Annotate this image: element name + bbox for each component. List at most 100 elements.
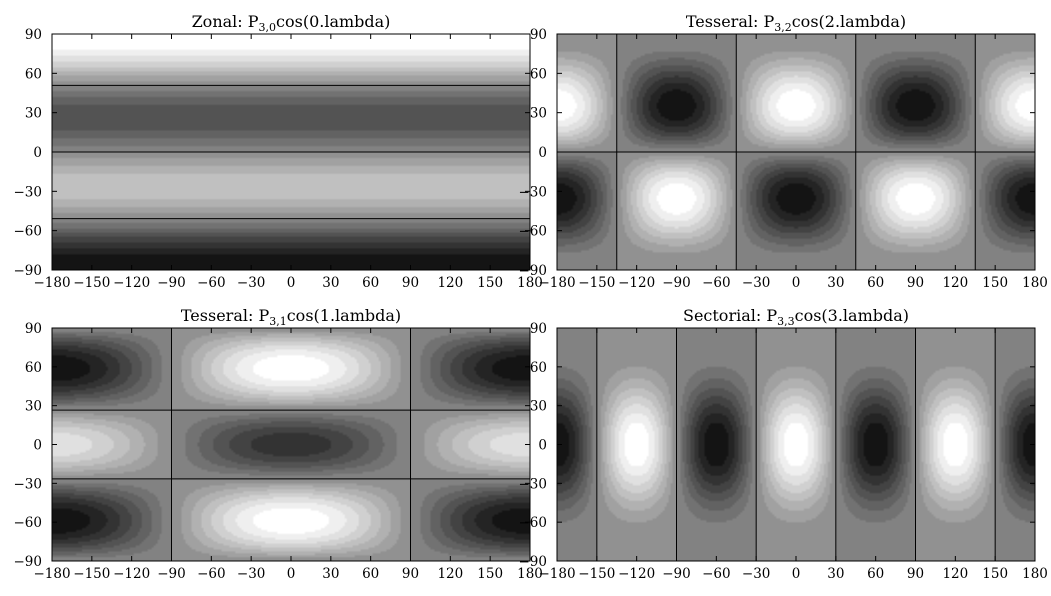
x-tick-label: 60	[867, 275, 884, 291]
x-tick-label: 90	[907, 275, 924, 291]
panel-1: −180 −150 −120 −90 −60 −30 0 30 60 90 120 150 180 90 6…	[14, 12, 543, 291]
x-tick-label: −120	[618, 275, 655, 291]
x-tick-label: 60	[867, 566, 884, 582]
x-tick-label: −180	[538, 275, 575, 291]
y-tick-label: 60	[530, 66, 547, 82]
nodal-lines-1	[52, 84, 530, 220]
x-tick-label: 150	[982, 566, 1008, 582]
x-tick-label: 60	[362, 566, 379, 582]
title-subscript: 3,2	[774, 21, 792, 34]
title-subscript: 3,1	[269, 315, 287, 328]
title-suffix: cos(3.lambda)	[795, 306, 909, 325]
y-tick-label: 90	[25, 27, 42, 43]
x-tick-label: −90	[662, 566, 691, 582]
x-tick-label: 120	[437, 275, 463, 291]
panel-title: Sectorial: P3,3cos(3.lambda)	[683, 306, 909, 328]
y-tick-label: −60	[14, 515, 43, 531]
axes-1: −180 −150 −120 −90 −60 −30 0 30 60 90 120 150 180 90 6…	[14, 27, 543, 291]
panel-4: −180 −150 −120 −90 −60 −30 0 30 60 90 120 150 180 90 6…	[519, 306, 1048, 582]
axes-4: −180 −150 −120 −90 −60 −30 0 30 60 90 120 150 180 90 6…	[519, 321, 1048, 582]
y-tick-label: −30	[519, 184, 548, 200]
x-tick-label: −30	[237, 275, 266, 291]
x-tick-label: −60	[702, 566, 731, 582]
x-tick-label: 90	[402, 275, 419, 291]
panel-3: −180 −150 −120 −90 −60 −30 0 30 60 90 120 150 180 90 6…	[14, 306, 543, 582]
panel-2: −180 −150 −120 −90 −60 −30 0 30 60 90 120 150 180 90 6…	[519, 12, 1048, 291]
y-tick-label: 0	[538, 438, 547, 454]
x-tick-label: 180	[517, 566, 543, 582]
y-tick-label: −30	[14, 184, 43, 200]
y-tick-label: −90	[519, 554, 548, 570]
title-subscript: 3,0	[259, 21, 277, 34]
heatmap-field-3	[52, 328, 530, 561]
title-prefix: Tesseral: P	[181, 306, 270, 325]
x-tick-label: 150	[982, 275, 1008, 291]
y-tick-label: 0	[538, 145, 547, 161]
x-tick-label: −60	[702, 275, 731, 291]
panel-title: Tesseral: P3,1cos(1.lambda)	[181, 306, 401, 328]
y-tick-label: 0	[33, 145, 42, 161]
x-tick-label: −150	[578, 275, 615, 291]
title-suffix: cos(2.lambda)	[792, 12, 906, 31]
y-tick-label: −30	[519, 476, 548, 492]
y-tick-label: −90	[519, 263, 548, 279]
y-tick-label: −60	[14, 224, 43, 240]
x-tick-label: −150	[73, 566, 110, 582]
x-tick-label: −180	[33, 566, 70, 582]
x-tick-label: −30	[742, 566, 771, 582]
x-tick-label: −30	[237, 566, 266, 582]
x-tick-label: −90	[157, 566, 186, 582]
x-tick-label: −180	[33, 275, 70, 291]
x-tick-label: −30	[742, 275, 771, 291]
x-tick-label: 120	[942, 275, 968, 291]
y-tick-label: 30	[25, 106, 42, 122]
x-tick-label: 30	[322, 275, 339, 291]
x-tick-label: 60	[362, 275, 379, 291]
y-tick-label: −60	[519, 224, 548, 240]
x-tick-label: −120	[113, 566, 150, 582]
x-tick-label: −120	[113, 275, 150, 291]
y-tick-label: 90	[530, 321, 547, 337]
y-tick-label: 60	[25, 66, 42, 82]
x-tick-label: 0	[792, 275, 801, 291]
x-tick-label: −150	[73, 275, 110, 291]
x-tick-label: 30	[827, 275, 844, 291]
x-tick-label: 0	[287, 275, 296, 291]
x-tick-label: 180	[517, 275, 543, 291]
title-prefix: Sectorial: P	[683, 306, 777, 325]
panel-title: Zonal: P3,0cos(0.lambda)	[192, 12, 391, 34]
title-suffix: cos(0.lambda)	[276, 12, 390, 31]
x-tick-label: 0	[287, 566, 296, 582]
y-tick-label: −90	[14, 554, 43, 570]
x-tick-label: 150	[477, 566, 503, 582]
title-prefix: Zonal: P	[192, 12, 259, 31]
y-tick-label: 90	[25, 321, 42, 337]
x-tick-label: 120	[437, 566, 463, 582]
x-tick-label: −120	[618, 566, 655, 582]
x-tick-label: −150	[578, 566, 615, 582]
x-tick-label: 90	[402, 566, 419, 582]
axes-3: −180 −150 −120 −90 −60 −30 0 30 60 90 120 150 180 90 6…	[14, 321, 543, 582]
x-tick-label: 90	[907, 566, 924, 582]
x-tick-label: −60	[197, 275, 226, 291]
title-prefix: Tesseral: P	[686, 12, 775, 31]
x-tick-label: 180	[1022, 566, 1048, 582]
nodal-lines-2	[557, 34, 1035, 270]
y-tick-label: −30	[14, 476, 43, 492]
x-tick-label: 0	[792, 566, 801, 582]
x-tick-label: 180	[1022, 275, 1048, 291]
x-tick-label: −60	[197, 566, 226, 582]
x-tick-label: −180	[538, 566, 575, 582]
y-tick-label: 30	[530, 106, 547, 122]
heatmap-field-4	[557, 328, 1035, 561]
x-tick-label: −90	[157, 275, 186, 291]
y-tick-label: 60	[25, 360, 42, 376]
x-tick-label: 30	[322, 566, 339, 582]
y-tick-label: 90	[530, 27, 547, 43]
title-subscript: 3,3	[777, 315, 795, 328]
panel-title: Tesseral: P3,2cos(2.lambda)	[686, 12, 906, 34]
axes-2: −180 −150 −120 −90 −60 −30 0 30 60 90 120 150 180 90 6…	[519, 27, 1048, 291]
y-tick-label: −60	[519, 515, 548, 531]
